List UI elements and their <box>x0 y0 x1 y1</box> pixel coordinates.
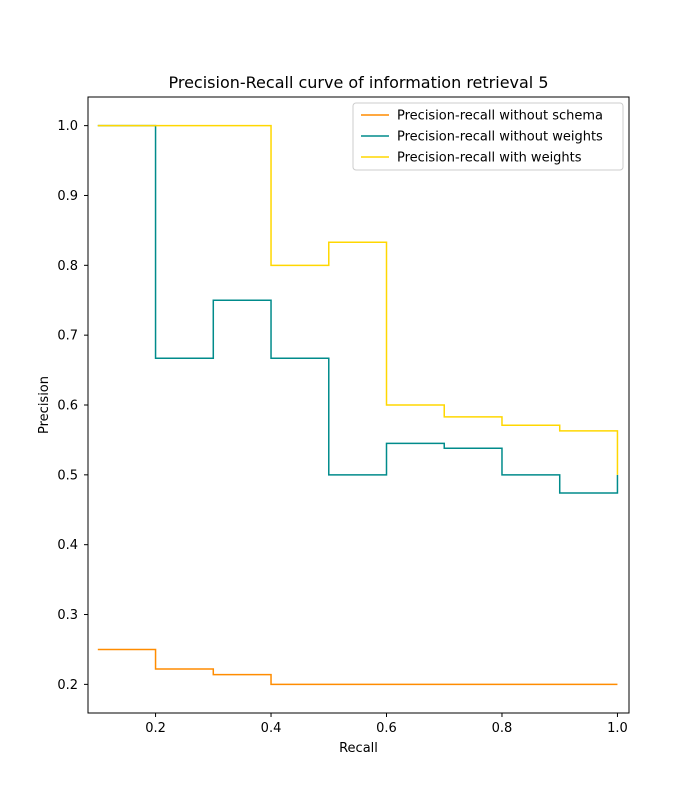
y-tick-label: 0.5 <box>57 468 78 483</box>
legend-label-2: Precision-recall without weights <box>397 130 603 145</box>
series-line-2 <box>97 124 619 494</box>
series-layer <box>97 124 619 686</box>
x-tick-label: 1.0 <box>607 721 628 736</box>
plot-area-frame <box>87 96 630 714</box>
chart-title: Precision-Recall curve of information re… <box>168 73 548 92</box>
x-tick-label: 0.8 <box>492 721 513 736</box>
y-tick-label: 0.2 <box>57 678 78 693</box>
y-tick-label: 0.4 <box>57 538 78 553</box>
y-tick-label: 1.0 <box>57 119 78 134</box>
legend-label-3: Precision-recall with weights <box>397 151 582 166</box>
series-line-3 <box>97 124 619 475</box>
x-axis-label: Recall <box>339 741 378 756</box>
y-tick-label: 0.7 <box>57 329 78 344</box>
y-axis-ticks: 0.2 0.3 0.4 0.5 0.6 0.7 0.8 0.9 1.0 <box>57 119 88 693</box>
x-tick-label: 0.6 <box>376 721 397 736</box>
x-tick-label: 0.2 <box>145 721 166 736</box>
y-axis-label: Precision <box>37 376 52 434</box>
y-tick-label: 0.8 <box>57 259 78 274</box>
legend: Precision-recall without schema Precision… <box>352 102 624 171</box>
legend-label-1: Precision-recall without schema <box>397 109 603 124</box>
legend-box <box>352 102 624 171</box>
x-tick-label: 0.4 <box>261 721 282 736</box>
series-line-1 <box>97 648 618 686</box>
x-axis-ticks: 0.2 0.4 0.6 0.8 1.0 <box>145 713 628 736</box>
y-tick-label: 0.9 <box>57 189 78 204</box>
y-tick-label: 0.6 <box>57 399 78 414</box>
y-tick-label: 0.3 <box>57 608 78 623</box>
